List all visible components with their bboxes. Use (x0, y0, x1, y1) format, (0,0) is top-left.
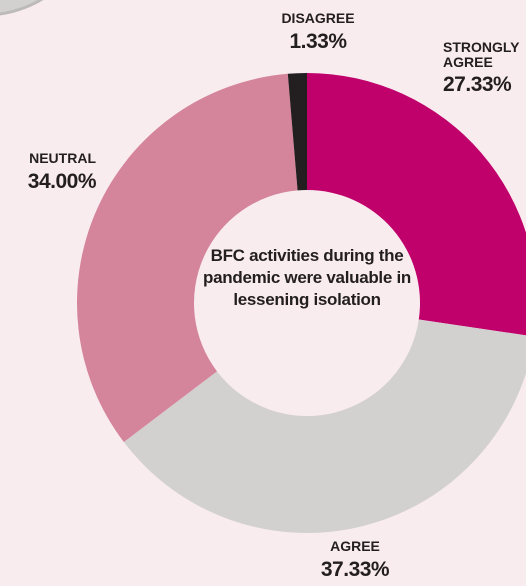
value-label: 27.33% (443, 72, 512, 96)
category-label: DISAGREE (281, 10, 355, 26)
donut-slice (123, 319, 526, 533)
donut-slice (287, 73, 307, 191)
chart-title: BFC activities during the pandemic were … (203, 246, 411, 310)
value-label: 1.33% (289, 29, 347, 53)
slice-label: DISAGREE 1.33% (268, 10, 368, 53)
value-label: 37.33% (320, 557, 390, 581)
decor-circle (0, 0, 44, 16)
category-label: AGREE (330, 538, 380, 554)
value-label: 34.00% (27, 169, 97, 193)
donut-slice (77, 73, 298, 443)
donut-slice (307, 73, 526, 336)
category-label: NEUTRAL (29, 150, 96, 166)
category-label: STRONGLY AGREE (443, 39, 520, 71)
slice-label: AGREE 37.33% (310, 538, 400, 581)
slice-label: STRONGLY AGREE 27.33% (443, 39, 526, 96)
slice-label: NEUTRAL 34.00% (0, 150, 97, 193)
